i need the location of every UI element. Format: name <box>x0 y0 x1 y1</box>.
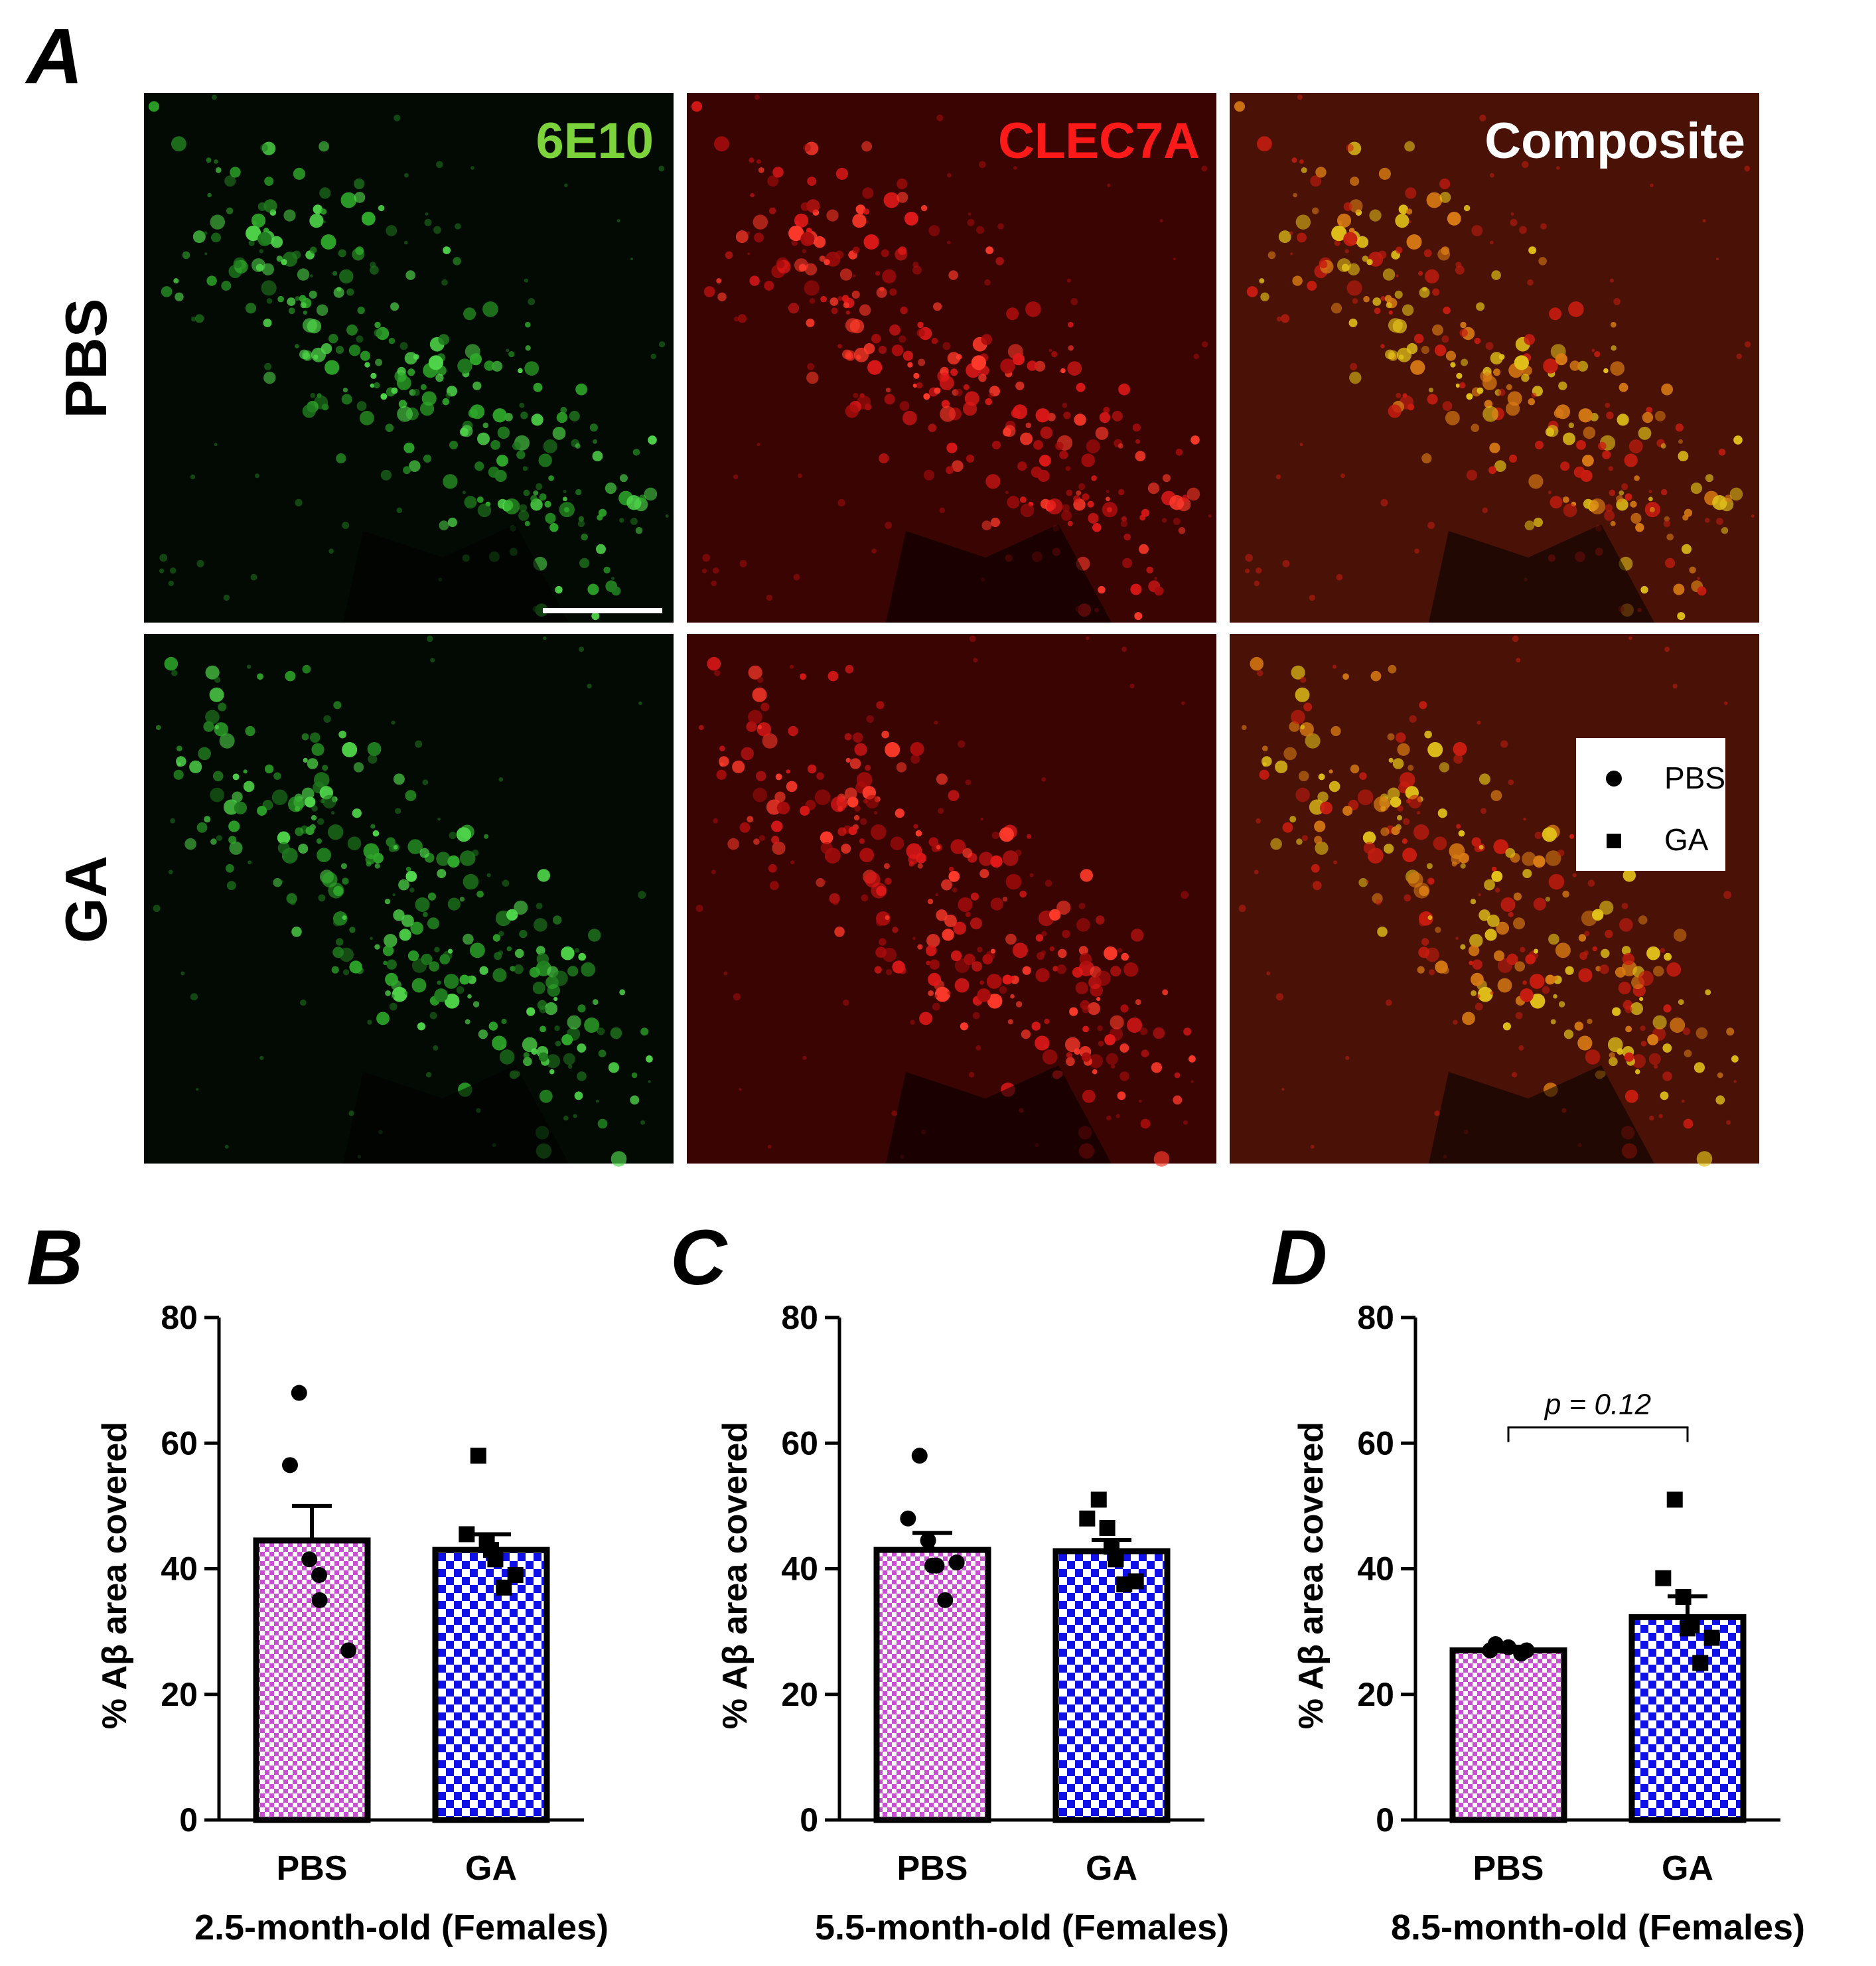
marker-legend: PBS GA <box>1576 738 1725 871</box>
data-point-pbs <box>301 1551 318 1568</box>
data-point-pbs <box>1500 1639 1516 1655</box>
data-point-ga <box>459 1526 475 1543</box>
data-point-pbs <box>937 1592 954 1608</box>
bar-ga <box>432 1547 550 1823</box>
chart-d: D 0 20 40 60 80 % Aβ area covered PBS GA 8.5-mont… <box>1271 1214 1805 1947</box>
data-point-ga <box>1090 1491 1107 1508</box>
scale-bar <box>543 608 662 613</box>
data-point-pbs <box>948 1554 965 1571</box>
micrograph-composite-ga <box>1230 634 1759 1167</box>
micrograph-clec7a-ga <box>687 634 1216 1167</box>
data-point-pbs <box>1513 1645 1530 1662</box>
significance-label: p = 0.12 <box>1544 1389 1651 1421</box>
data-point-pbs <box>1482 1642 1498 1659</box>
y-tick-label: 40 <box>1357 1550 1394 1588</box>
bar-pbs <box>873 1547 991 1823</box>
channel-label-composite: Composite <box>1484 113 1745 169</box>
data-point-pbs <box>911 1448 928 1464</box>
y-axis-label: % Aβ area covered <box>96 1422 134 1729</box>
y-tick-label: 0 <box>179 1801 198 1839</box>
data-point-ga <box>1655 1570 1672 1586</box>
panel-a-letter: A <box>25 13 83 100</box>
y-tick-label: 80 <box>161 1299 198 1336</box>
y-tick-label: 60 <box>161 1424 198 1462</box>
data-point-pbs <box>928 1557 945 1574</box>
data-point-ga <box>496 1579 512 1596</box>
data-point-ga <box>1099 1519 1116 1536</box>
channel-label-clec7a: CLEC7A <box>998 113 1200 169</box>
y-tick-label: 60 <box>781 1424 818 1462</box>
legend-circle-marker <box>1606 771 1622 787</box>
panel-d-letter: D <box>1271 1214 1327 1302</box>
data-point-ga <box>487 1551 504 1568</box>
y-tick-label: 0 <box>1376 1801 1394 1839</box>
data-point-pbs <box>282 1457 298 1474</box>
x-axis-label: 2.5-month-old (Females) <box>194 1908 609 1947</box>
x-axis-label: 5.5-month-old (Females) <box>815 1908 1229 1947</box>
significance-bracket <box>1507 1426 1689 1442</box>
y-tick-label: 80 <box>781 1299 818 1336</box>
micrograph-6e10-pbs <box>144 93 674 623</box>
data-point-pbs <box>920 1532 936 1549</box>
y-tick-label: 20 <box>161 1676 198 1713</box>
legend-square-marker <box>1607 834 1621 848</box>
data-point-ga <box>1666 1491 1683 1508</box>
data-point-pbs <box>900 1510 916 1527</box>
x-tick-label: PBS <box>1473 1849 1544 1888</box>
data-point-ga <box>470 1448 486 1464</box>
y-tick-label: 40 <box>781 1550 818 1588</box>
legend-label-ga: GA <box>1664 822 1709 857</box>
micrograph-clec7a-pbs <box>687 93 1216 623</box>
y-tick-label: 20 <box>1357 1676 1394 1713</box>
x-axis-label: 8.5-month-old (Females) <box>1391 1908 1805 1947</box>
data-point-ga <box>1116 1576 1133 1593</box>
panel-b-letter: B <box>27 1214 83 1302</box>
micrograph-grid: 6E10 CLEC7A Composite <box>144 93 1759 1167</box>
chart-c: C 0 20 40 60 80 % Aβ area covered PBS GA 5.5-mont… <box>670 1214 1229 1947</box>
y-tick-label: 60 <box>1357 1424 1394 1462</box>
legend-label-pbs: PBS <box>1664 761 1725 795</box>
micrograph-6e10-ga <box>144 634 674 1167</box>
y-tick-label: 20 <box>781 1676 818 1713</box>
bar-pbs <box>253 1537 371 1823</box>
x-tick-label: GA <box>1662 1849 1713 1888</box>
data-point-pbs <box>311 1592 328 1608</box>
data-point-ga <box>1684 1617 1700 1633</box>
y-tick-label: 40 <box>161 1550 198 1588</box>
data-point-pbs <box>340 1642 356 1659</box>
row-label-pbs: PBS <box>53 299 119 419</box>
panel-c-letter: C <box>670 1214 728 1302</box>
bar-ga <box>1052 1548 1171 1823</box>
data-point-ga <box>1703 1629 1720 1646</box>
y-tick-label: 0 <box>800 1801 818 1839</box>
data-point-pbs <box>311 1566 327 1583</box>
chart-b: B 0 20 40 60 80 % Aβ area covered PBS GA 2.5-mont… <box>27 1214 609 1947</box>
bar-pbs <box>1449 1647 1567 1823</box>
data-point-ga <box>1108 1551 1124 1568</box>
micrograph-composite-pbs <box>1230 93 1759 623</box>
x-tick-label: GA <box>465 1849 517 1888</box>
x-tick-label: PBS <box>277 1849 348 1888</box>
data-point-ga <box>1675 1589 1692 1606</box>
y-axis-label: % Aβ area covered <box>716 1422 755 1729</box>
row-label-ga: GA <box>53 856 119 943</box>
y-axis-label: % Aβ area covered <box>1292 1422 1331 1729</box>
y-tick-label: 80 <box>1357 1299 1394 1336</box>
data-point-ga <box>1692 1655 1709 1671</box>
x-tick-label: GA <box>1086 1849 1137 1888</box>
channel-label-6e10: 6E10 <box>536 113 654 169</box>
bar-ga <box>1628 1614 1747 1823</box>
data-point-ga <box>1079 1510 1096 1527</box>
data-point-pbs <box>291 1385 307 1401</box>
x-tick-label: PBS <box>897 1849 968 1888</box>
